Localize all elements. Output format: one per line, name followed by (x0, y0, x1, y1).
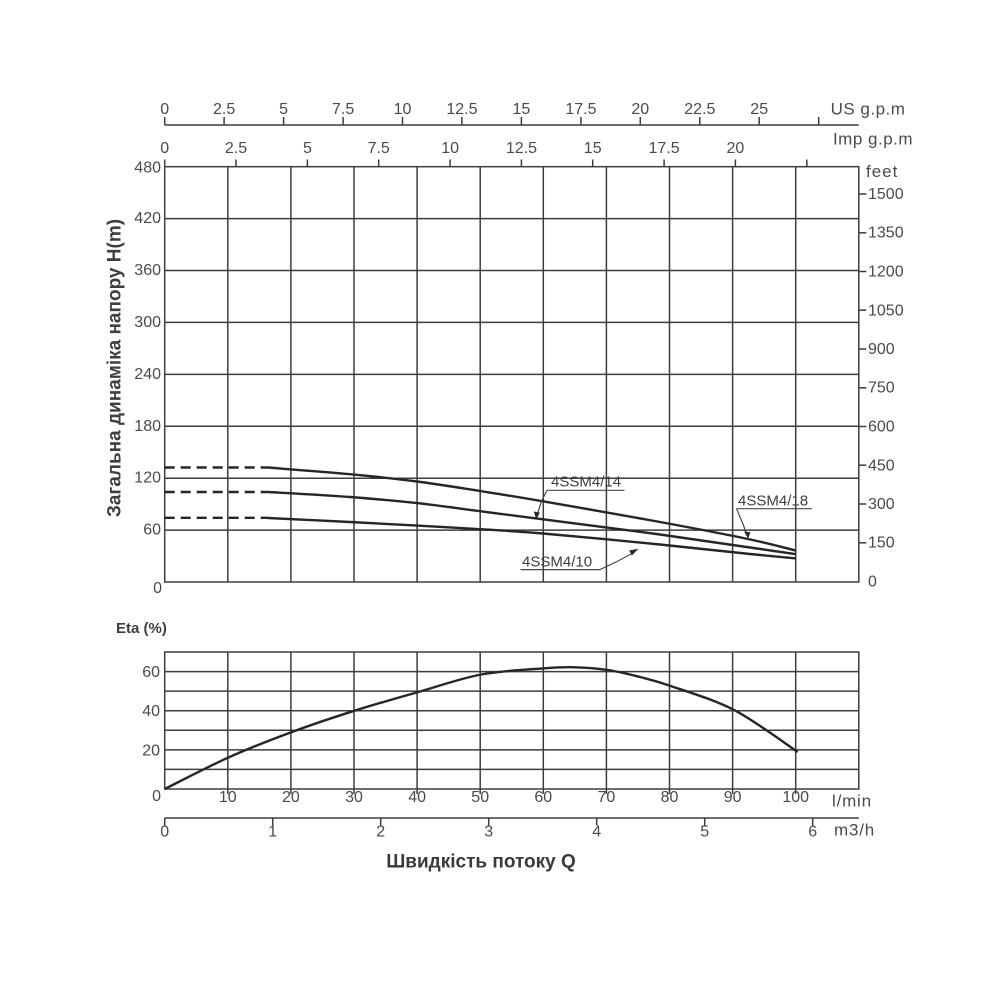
svg-text:900: 900 (868, 341, 895, 358)
svg-text:Eta (%): Eta (%) (116, 620, 167, 637)
svg-text:US g.p.m: US g.p.m (831, 100, 906, 119)
svg-text:m3/h: m3/h (834, 821, 875, 840)
svg-text:22.5: 22.5 (684, 101, 715, 118)
svg-text:90: 90 (724, 789, 742, 806)
svg-text:1050: 1050 (868, 302, 904, 319)
svg-text:1350: 1350 (868, 225, 904, 242)
svg-text:17.5: 17.5 (565, 101, 596, 118)
svg-text:4SSM4/18: 4SSM4/18 (738, 493, 808, 510)
svg-text:480: 480 (134, 160, 161, 177)
svg-text:300: 300 (134, 314, 161, 331)
svg-text:0: 0 (160, 101, 169, 118)
svg-text:1200: 1200 (868, 264, 904, 281)
svg-text:0: 0 (868, 574, 877, 591)
svg-text:30: 30 (345, 789, 363, 806)
svg-text:4SSM4/14: 4SSM4/14 (551, 474, 621, 491)
svg-text:60: 60 (534, 789, 552, 806)
svg-text:40: 40 (408, 789, 426, 806)
svg-text:240: 240 (134, 366, 161, 383)
svg-text:10: 10 (219, 789, 237, 806)
svg-text:17.5: 17.5 (649, 140, 680, 157)
svg-text:100: 100 (782, 789, 809, 806)
svg-text:7.5: 7.5 (332, 101, 354, 118)
svg-text:300: 300 (868, 496, 895, 513)
svg-text:600: 600 (868, 419, 895, 436)
svg-text:180: 180 (134, 418, 161, 435)
svg-text:Швидкість потоку Q: Швидкість потоку Q (386, 852, 576, 873)
svg-text:70: 70 (598, 789, 616, 806)
svg-text:20: 20 (631, 101, 649, 118)
svg-text:80: 80 (661, 789, 679, 806)
svg-text:750: 750 (868, 380, 895, 397)
svg-text:50: 50 (471, 789, 489, 806)
svg-text:5: 5 (700, 824, 709, 841)
svg-text:420: 420 (134, 210, 161, 227)
svg-text:20: 20 (282, 789, 300, 806)
svg-text:10: 10 (441, 140, 459, 157)
svg-text:5: 5 (303, 140, 312, 157)
svg-text:450: 450 (868, 457, 895, 474)
svg-text:0: 0 (160, 140, 169, 157)
svg-text:Загальна динаміка напору H(m): Загальна динаміка напору H(m) (105, 219, 126, 517)
svg-text:2.5: 2.5 (213, 101, 235, 118)
svg-text:15: 15 (513, 101, 531, 118)
svg-text:60: 60 (143, 522, 161, 539)
svg-text:3: 3 (484, 824, 493, 841)
svg-text:150: 150 (868, 535, 895, 552)
svg-text:1: 1 (268, 824, 277, 841)
svg-text:2: 2 (376, 824, 385, 841)
svg-text:360: 360 (134, 262, 161, 279)
svg-text:0: 0 (160, 824, 169, 841)
svg-text:15: 15 (584, 140, 602, 157)
svg-text:feet: feet (866, 162, 898, 181)
svg-text:20: 20 (727, 140, 745, 157)
svg-text:Imp g.p.m: Imp g.p.m (833, 130, 913, 149)
svg-text:2.5: 2.5 (225, 140, 247, 157)
svg-text:l/min: l/min (832, 792, 872, 811)
svg-text:1500: 1500 (868, 186, 904, 203)
svg-text:0: 0 (153, 580, 162, 597)
svg-text:5: 5 (279, 101, 288, 118)
svg-text:4: 4 (592, 824, 601, 841)
svg-text:20: 20 (142, 742, 160, 759)
svg-text:4SSM4/10: 4SSM4/10 (522, 554, 592, 571)
svg-text:6: 6 (808, 824, 817, 841)
svg-text:120: 120 (134, 470, 161, 487)
svg-text:25: 25 (750, 101, 768, 118)
svg-text:0: 0 (152, 788, 161, 805)
svg-text:10: 10 (394, 101, 412, 118)
svg-text:12.5: 12.5 (446, 101, 477, 118)
svg-text:7.5: 7.5 (368, 140, 390, 157)
svg-text:12.5: 12.5 (506, 140, 537, 157)
svg-text:40: 40 (142, 703, 160, 720)
svg-text:60: 60 (142, 664, 160, 681)
